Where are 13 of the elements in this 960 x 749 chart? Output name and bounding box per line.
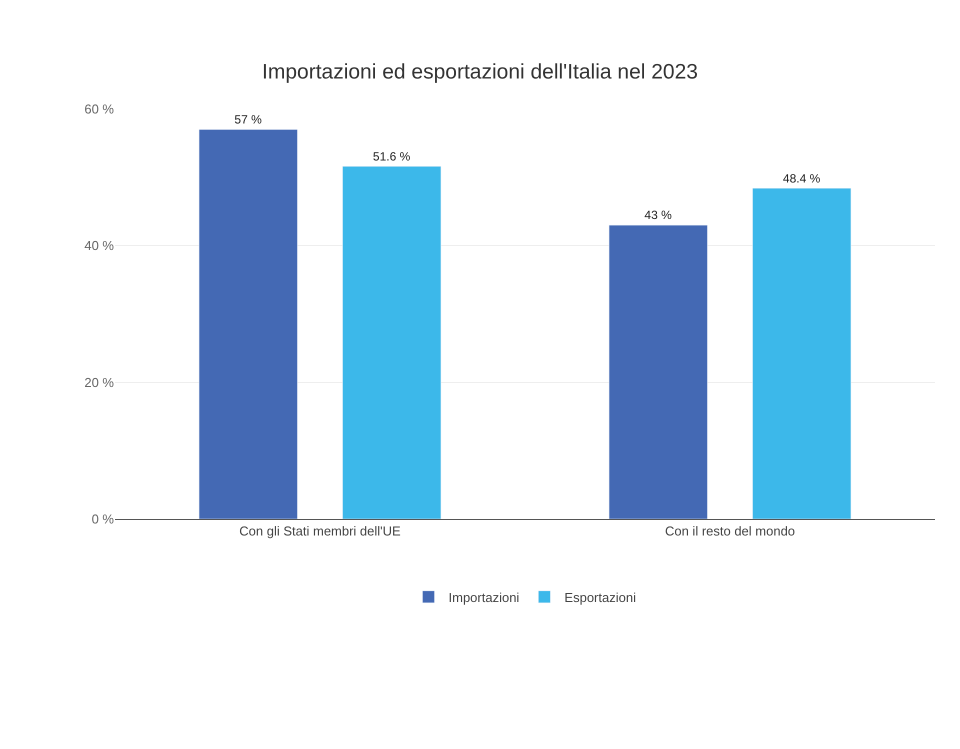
data-label: 43 %	[644, 208, 672, 222]
data-label: 57 %	[234, 112, 262, 126]
y-tick-label: 20 %	[84, 374, 114, 390]
y-tick-label: 60 %	[84, 102, 114, 117]
x-tick-label: Con gli Stati membri dell'UE	[239, 524, 402, 539]
legend-label: Esportazioni	[564, 590, 636, 605]
chart-title: Importazioni ed esportazioni dell'Italia nel 2023	[262, 60, 698, 84]
data-label: 48.4 %	[782, 171, 821, 186]
data-label: 51.6 %	[372, 149, 411, 164]
y-tick-label: 40 %	[84, 238, 114, 254]
x-tick-label: Con il resto del mondo	[664, 524, 796, 539]
y-tick-label: 0 %	[92, 512, 114, 527]
legend-label: Importazioni	[448, 590, 520, 605]
